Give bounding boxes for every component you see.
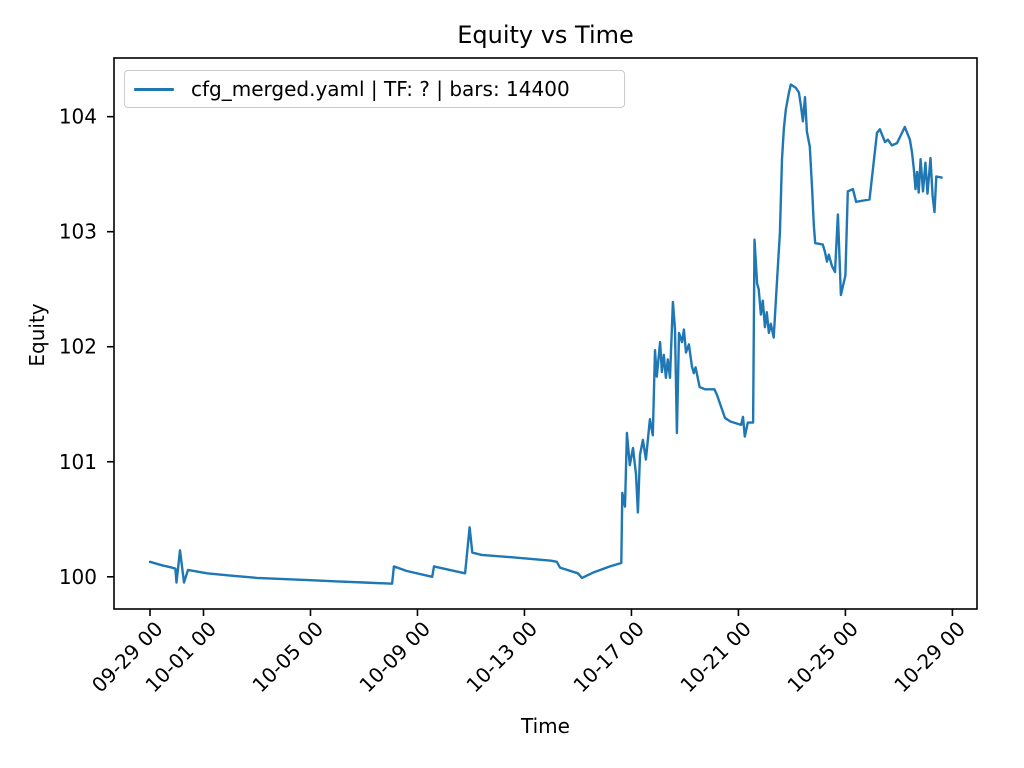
x-tick-label: 10-09 00 bbox=[354, 617, 435, 698]
y-tick-label: 104 bbox=[59, 105, 97, 129]
x-tick-label: 10-17 00 bbox=[568, 617, 649, 698]
legend-entry-label: cfg_merged.yaml | TF: ? | bars: 14400 bbox=[191, 77, 570, 101]
x-axis-label: Time bbox=[521, 714, 570, 738]
y-tick-label: 103 bbox=[59, 220, 97, 244]
y-axis-label: Equity bbox=[25, 303, 49, 367]
equity-line bbox=[148, 83, 943, 585]
chart-title: Equity vs Time bbox=[457, 21, 634, 49]
x-tick-label: 10-05 00 bbox=[247, 617, 328, 698]
x-tick-label: 10-21 00 bbox=[675, 617, 756, 698]
axes-spines bbox=[113, 57, 978, 610]
x-tick-label: 10-25 00 bbox=[782, 617, 863, 698]
legend: cfg_merged.yaml | TF: ? | bars: 14400 bbox=[124, 70, 625, 108]
y-tick-label: 102 bbox=[59, 335, 97, 359]
x-tick-label: 10-13 00 bbox=[461, 617, 542, 698]
legend-line-sample bbox=[134, 87, 174, 91]
x-tick-label: 10-29 00 bbox=[889, 617, 970, 698]
y-tick-label: 101 bbox=[59, 450, 97, 474]
y-tick-label: 100 bbox=[59, 565, 97, 589]
